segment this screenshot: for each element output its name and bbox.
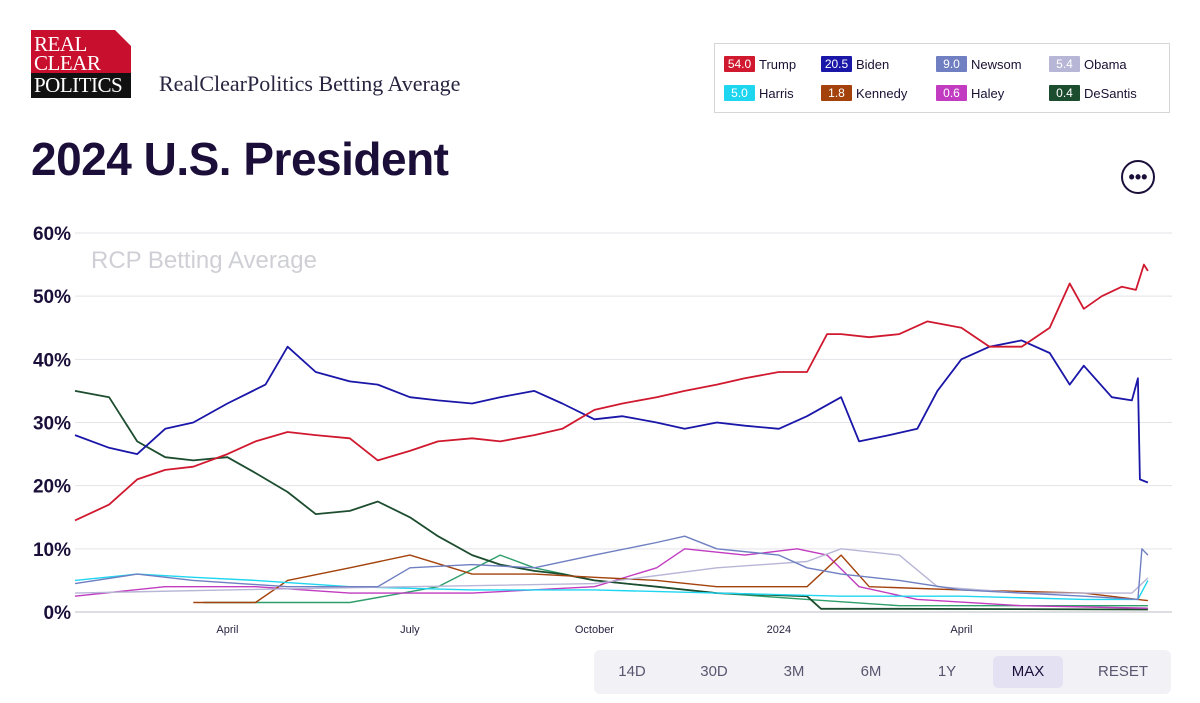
- logo-text-line1: REAL: [34, 32, 87, 56]
- y-axis: 0% 10% 20% 30% 40% 50% 60%: [33, 224, 71, 624]
- legend-label: Harris: [759, 85, 794, 101]
- legend-label: Trump: [759, 56, 797, 72]
- x-axis: April July October 2024 April: [216, 624, 972, 636]
- betting-average-chart: RCP Betting Average 0% 10% 20% 30% 40% 50% 60%…: [33, 224, 1172, 636]
- logo-text-line2: CLEAR: [34, 51, 101, 75]
- y-tick-label: 10%: [33, 540, 71, 561]
- legend-item-trump[interactable]: 54.0 Trump: [724, 56, 796, 72]
- time-range-selector: 14D 30D 3M 6M 1Y MAX RESET: [594, 650, 1171, 694]
- logo-text-line3: POLITICS: [31, 73, 131, 98]
- legend-value: 54.0: [724, 56, 755, 72]
- legend-value: 1.8: [821, 85, 852, 101]
- y-tick-label: 30%: [33, 414, 71, 435]
- legend-value: 5.0: [724, 85, 755, 101]
- legend-label: Biden: [856, 56, 890, 72]
- x-tick-label: April: [950, 624, 972, 636]
- y-tick-label: 60%: [33, 224, 71, 245]
- legend-item-obama[interactable]: 5.4 Obama: [1049, 56, 1127, 72]
- legend-value: 5.4: [1049, 56, 1080, 72]
- x-tick-label: July: [400, 624, 420, 636]
- series-line-desantis[interactable]: [74, 390, 1148, 611]
- more-options-button[interactable]: •••: [1121, 160, 1155, 194]
- series-line-biden[interactable]: [74, 339, 1149, 484]
- legend-item-kennedy[interactable]: 1.8 Kennedy: [821, 85, 907, 101]
- chart-grid: [75, 232, 1172, 613]
- page-title: 2024 U.S. President: [31, 133, 449, 185]
- x-tick-label: April: [216, 624, 238, 636]
- series-line-newsom[interactable]: [74, 535, 1149, 601]
- x-tick-label: October: [575, 624, 614, 636]
- legend-item-harris[interactable]: 5.0 Harris: [724, 85, 794, 101]
- y-tick-label: 40%: [33, 350, 71, 371]
- legend-label: DeSantis: [1084, 85, 1137, 101]
- legend-item-newsom[interactable]: 9.0 Newsom: [936, 56, 1022, 72]
- series-line-trump[interactable]: [74, 263, 1149, 522]
- ellipsis-icon: •••: [1128, 167, 1148, 187]
- legend-label: Haley: [971, 85, 1005, 101]
- legend-item-biden[interactable]: 20.5 Biden: [821, 56, 889, 72]
- legend-label: Obama: [1084, 56, 1127, 72]
- chart-legend: 54.0 Trump 20.5 Biden 9.0 Newsom 5.4 Oba…: [714, 43, 1170, 113]
- series-line-other-0[interactable]: [203, 554, 1148, 607]
- y-tick-label: 0%: [44, 603, 72, 624]
- range-6m-button[interactable]: 6M: [860, 663, 882, 680]
- x-tick-label: 2024: [767, 624, 791, 636]
- y-tick-label: 50%: [33, 287, 71, 308]
- legend-value: 0.6: [936, 85, 967, 101]
- y-tick-label: 20%: [33, 477, 71, 498]
- range-reset-button[interactable]: RESET: [1097, 663, 1148, 680]
- legend-value: 9.0: [936, 56, 967, 72]
- range-1y-button[interactable]: 1Y: [937, 663, 957, 680]
- range-3m-button[interactable]: 3M: [783, 663, 805, 680]
- legend-item-haley[interactable]: 0.6 Haley: [936, 85, 1004, 101]
- rcp-logo[interactable]: REAL CLEAR POLITICS: [31, 30, 131, 98]
- chart-lines: [74, 263, 1149, 611]
- legend-value: 20.5: [821, 56, 852, 72]
- range-max-button[interactable]: MAX: [993, 656, 1063, 688]
- logo-fold: [115, 30, 131, 46]
- legend-value: 0.4: [1049, 85, 1080, 101]
- series-line-obama[interactable]: [74, 548, 1149, 594]
- site-title: RealClearPolitics Betting Average: [159, 71, 461, 96]
- chart-watermark: RCP Betting Average: [91, 247, 317, 274]
- range-30d-button[interactable]: 30D: [700, 663, 728, 680]
- series-line-kennedy[interactable]: [193, 554, 1148, 604]
- legend-label: Kennedy: [856, 85, 908, 101]
- legend-item-desantis[interactable]: 0.4 DeSantis: [1049, 85, 1137, 101]
- range-14d-button[interactable]: 14D: [618, 663, 646, 680]
- legend-label: Newsom: [971, 56, 1022, 72]
- series-line-harris[interactable]: [74, 573, 1149, 601]
